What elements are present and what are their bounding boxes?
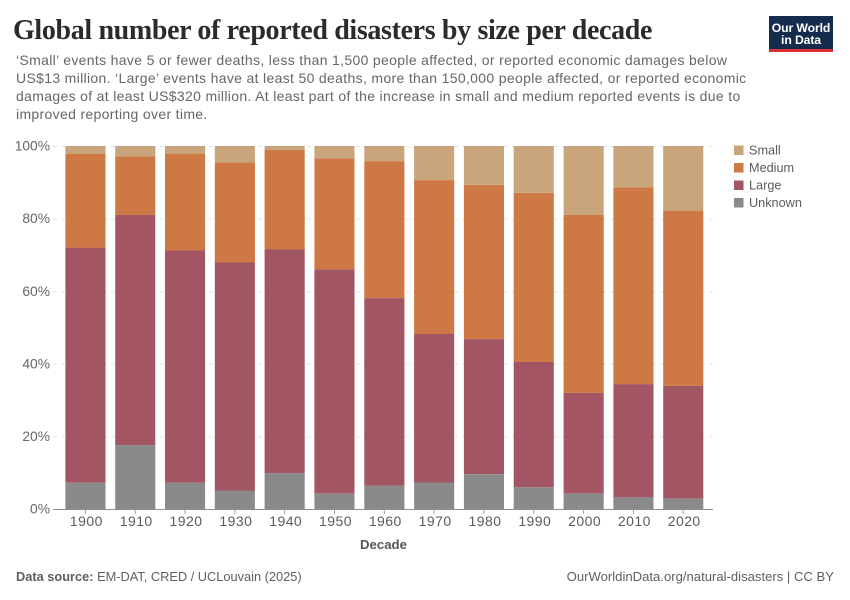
svg-text:1960: 1960 bbox=[369, 513, 402, 529]
svg-text:1910: 1910 bbox=[120, 513, 153, 529]
svg-text:40%: 40% bbox=[22, 356, 50, 371]
svg-text:20%: 20% bbox=[22, 429, 50, 444]
svg-text:60%: 60% bbox=[22, 284, 50, 299]
svg-text:Large: Large bbox=[749, 179, 781, 193]
svg-text:2000: 2000 bbox=[568, 513, 601, 529]
svg-text:1950: 1950 bbox=[319, 513, 352, 529]
svg-text:Small: Small bbox=[749, 144, 781, 158]
svg-text:1900: 1900 bbox=[70, 513, 103, 529]
svg-text:Decade: Decade bbox=[360, 537, 407, 552]
svg-text:2020: 2020 bbox=[668, 513, 701, 529]
svg-text:Medium: Medium bbox=[749, 161, 794, 175]
svg-text:1990: 1990 bbox=[518, 513, 551, 529]
svg-text:0%: 0% bbox=[30, 502, 50, 517]
svg-text:Unknown: Unknown bbox=[749, 196, 802, 210]
svg-text:2010: 2010 bbox=[618, 513, 651, 529]
svg-text:1970: 1970 bbox=[419, 513, 452, 529]
svg-text:1940: 1940 bbox=[269, 513, 302, 529]
svg-text:1920: 1920 bbox=[170, 513, 203, 529]
svg-text:100%: 100% bbox=[15, 139, 50, 154]
svg-text:80%: 80% bbox=[22, 211, 50, 226]
svg-text:1930: 1930 bbox=[219, 513, 252, 529]
svg-text:1980: 1980 bbox=[469, 513, 502, 529]
